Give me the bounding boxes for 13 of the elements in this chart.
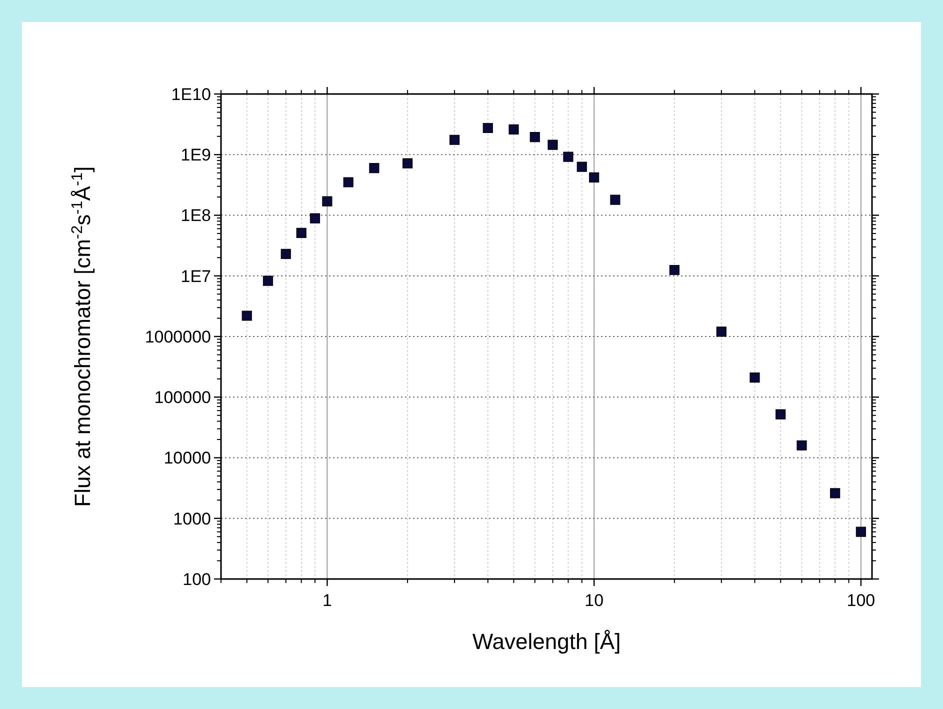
y-tick-label: 100 [182, 570, 211, 589]
y-tick-label: 1E10 [171, 84, 211, 104]
x-axis-title: Wavelength [Å] [472, 629, 621, 654]
y-tick-label: 1E7 [180, 266, 211, 286]
x-tick-label: 1 [322, 591, 332, 610]
y-tick-label: 10000 [164, 448, 211, 468]
x-tick-label: 100 [846, 591, 876, 610]
y-tick-label: 1000 [173, 509, 211, 528]
y-tick-label: 1E8 [180, 206, 211, 226]
y-tick-label: 1E9 [180, 146, 211, 165]
y-tick-label: 100000 [154, 388, 211, 408]
x-tick-label: 10 [584, 591, 604, 610]
y-tick-label: 1000000 [144, 327, 211, 346]
